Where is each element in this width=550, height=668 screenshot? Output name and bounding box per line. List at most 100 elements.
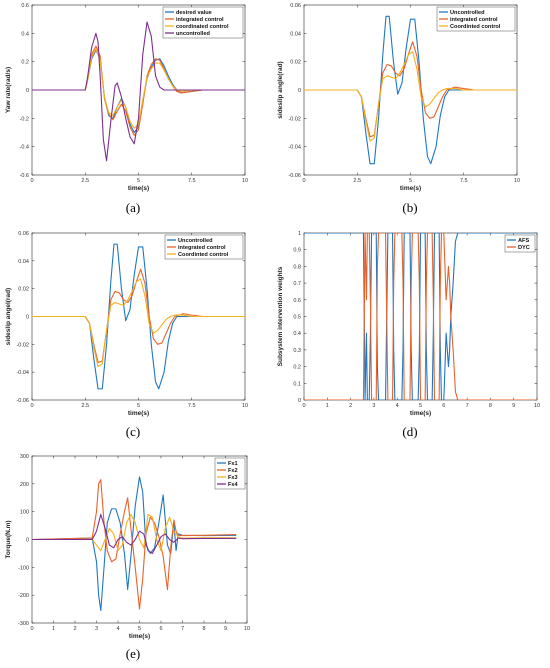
legend-label: Coordinted control (450, 24, 501, 30)
x-tick-label: 8 (489, 403, 492, 409)
x-tick-label: 2.5 (81, 403, 89, 409)
y-tick-label: 0.6 (21, 3, 29, 9)
chart-e: 0 1 2 3 4 5 6 7 8 9 10 -300 -200 -100 0 100 200 300 time(s… (5, 454, 250, 661)
y-tick-label: 0.2 (21, 60, 29, 66)
legend-label: uncontrolled (176, 31, 210, 37)
legend-box (504, 234, 536, 253)
x-tick-label: 7 (181, 626, 184, 632)
legend-label: Fx1 (228, 461, 238, 467)
y-tick-label: 0 (26, 315, 29, 321)
x-tick-label: 0 (302, 178, 305, 184)
x-tick-label: 10 (242, 178, 248, 184)
y-tick-label: -0.06 (16, 398, 29, 404)
series-line-afs (304, 233, 537, 400)
subfigure-caption: (e) (126, 646, 140, 661)
y-tick-label: -0.02 (16, 342, 29, 348)
x-tick-label: 4 (116, 626, 119, 632)
y-tick-label: -0.2 (20, 116, 29, 122)
chart-a: 0 2.5 5 7.5 10 -0.6 -0.4 -0.2 0 0.2 0.4 0.6 time(s) Y… (5, 3, 248, 215)
x-tick-label: 6 (442, 403, 445, 409)
y-tick-label: 0.3 (293, 348, 301, 354)
subfigure-caption: (a) (126, 200, 140, 215)
legend-box (436, 6, 516, 32)
chart-d: 0 1 2 3 4 5 6 7 8 9 10 0 0.1 0.2 0.3 0.4 0.5 0.6 0.7 0.8 0.9… (277, 231, 540, 439)
y-tick-label: 300 (20, 454, 29, 460)
series-line-uncontrolled (32, 243, 245, 390)
x-tick-label: 10 (244, 626, 250, 632)
x-axis-label: time(s) (128, 185, 149, 192)
x-tick-label: 10 (514, 178, 520, 184)
y-tick-label: 0.9 (293, 248, 301, 254)
y-tick-label: 0.04 (18, 259, 29, 265)
x-tick-label: 5 (138, 626, 141, 632)
x-tick-label: 0 (30, 178, 33, 184)
legend-label: Fx4 (228, 482, 239, 488)
subfigure-caption: (d) (402, 424, 417, 439)
y-tick-label: 0 (298, 398, 301, 404)
x-tick-label: 7.5 (188, 178, 196, 184)
y-tick-label: -200 (18, 593, 29, 599)
x-axis-label: time(s) (129, 633, 150, 640)
y-tick-label: 0.2 (293, 365, 301, 371)
y-tick-label: 1 (298, 231, 301, 237)
y-tick-label: 0 (26, 538, 29, 544)
y-tick-label: 0.02 (290, 60, 301, 66)
y-tick-label: 200 (20, 482, 29, 488)
y-tick-label: 0.6 (293, 298, 301, 304)
y-tick-label: -100 (18, 565, 29, 571)
x-tick-label: 10 (242, 403, 248, 409)
y-tick-label: 0.02 (18, 287, 29, 293)
y-tick-label: 0.4 (293, 331, 301, 337)
y-tick-label: 100 (20, 510, 29, 516)
y-axis-label: Subsystem intervention weights (277, 266, 284, 366)
series-line-fx2 (32, 479, 237, 610)
x-tick-label: 3 (95, 626, 98, 632)
y-axis-label: Torque(N.m) (5, 520, 12, 558)
legend-label: Uncontrolled (178, 238, 213, 244)
x-tick-label: 2.5 (81, 178, 89, 184)
series-line-fx4 (32, 513, 237, 554)
x-tick-label: 3 (372, 403, 375, 409)
y-tick-label: -0.04 (16, 370, 29, 376)
series-line-uncontrolled (32, 21, 245, 162)
series-line-uncontrolled (304, 15, 517, 165)
x-tick-label: 1 (326, 403, 329, 409)
x-tick-label: 6 (159, 626, 162, 632)
subfigure-caption: (c) (126, 424, 140, 439)
legend-label: Coordinted control (178, 252, 229, 258)
legend-label: AFS (518, 238, 529, 244)
x-axis-label: time(s) (128, 410, 149, 417)
x-tick-label: 10 (534, 403, 540, 409)
legend-label: integrated control (178, 245, 226, 251)
series-line-integrated-control (32, 268, 245, 363)
y-tick-label: 0.04 (290, 31, 301, 37)
subfigure-caption: (b) (402, 200, 417, 215)
legend-label: DYC (518, 245, 530, 251)
x-tick-label: 5 (419, 403, 422, 409)
y-tick-label: -0.04 (288, 145, 301, 151)
series-line-coordinted-control (32, 278, 245, 368)
x-tick-label: 4 (396, 403, 399, 409)
x-tick-label: 2 (349, 403, 352, 409)
y-axis-label: sideslip angle(rad) (277, 61, 284, 118)
legend-box (162, 6, 244, 39)
series-line-coordinted-control (304, 51, 517, 142)
y-tick-label: -0.02 (288, 116, 301, 122)
y-tick-label: -300 (18, 621, 29, 627)
x-tick-label: 7.5 (460, 178, 468, 184)
y-tick-label: 0.1 (293, 381, 301, 387)
x-tick-label: 0 (302, 403, 305, 409)
x-tick-label: 2 (73, 626, 76, 632)
x-axis-label: time(s) (400, 185, 421, 192)
x-tick-label: 5 (409, 178, 412, 184)
y-tick-label: 0.06 (18, 231, 29, 237)
y-tick-label: -0.06 (288, 173, 301, 179)
y-tick-label: 0.8 (293, 264, 301, 270)
legend-label: integrated control (450, 17, 498, 23)
x-tick-label: 1 (52, 626, 55, 632)
x-tick-label: 7.5 (188, 403, 196, 409)
x-tick-label: 9 (512, 403, 515, 409)
